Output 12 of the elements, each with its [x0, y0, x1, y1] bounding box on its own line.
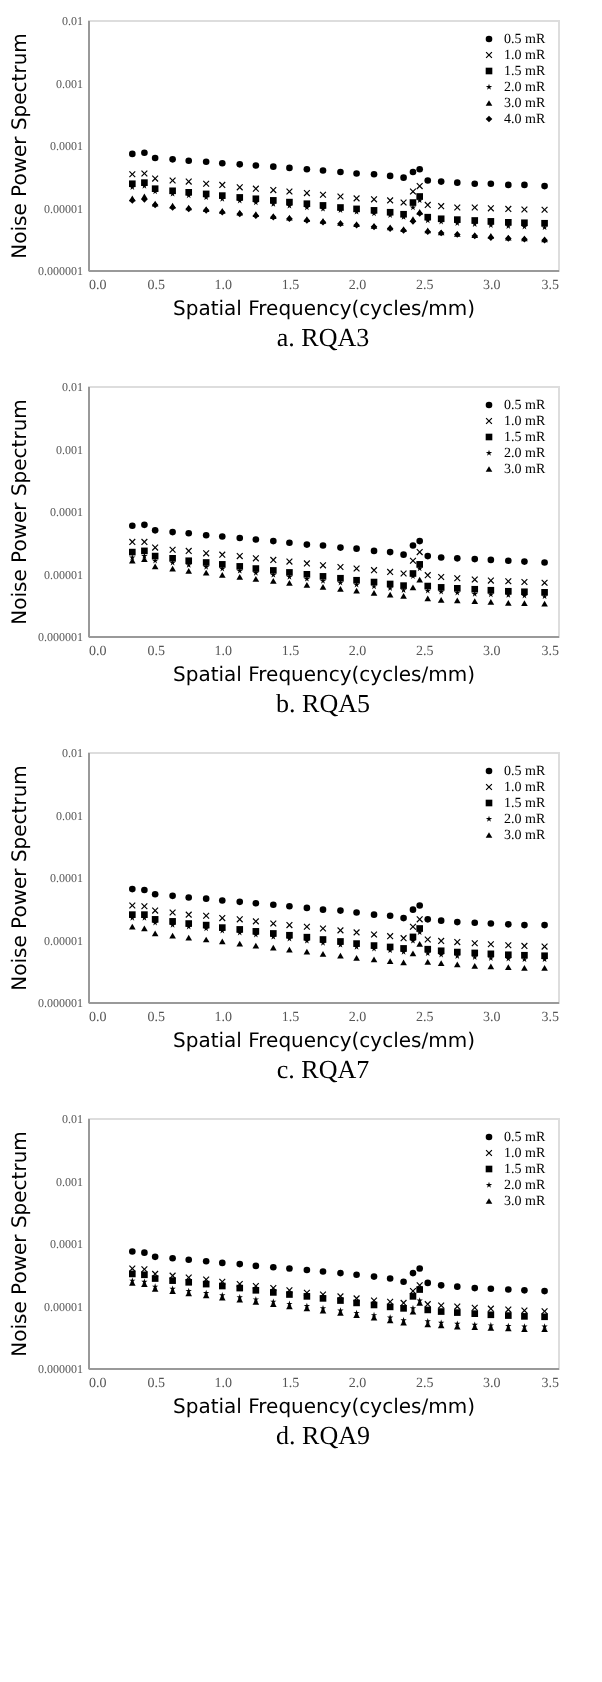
- x-axis-title: Spatial Frequency(cycles/mm): [173, 1031, 476, 1053]
- y-axis-title: Noise Power Spectrum: [10, 765, 32, 991]
- x-axis-title: Spatial Frequency(cycles/mm): [173, 665, 476, 687]
- x-axis-title: Spatial Frequency(cycles/mm): [173, 299, 476, 321]
- y-axis-title: Noise Power Spectrum: [10, 399, 32, 625]
- y-axis-title: Noise Power Spectrum: [10, 33, 32, 259]
- text: c. RQA7: [276, 1054, 371, 1084]
- text: b. RQA5: [276, 688, 370, 718]
- text: d. RQA9: [276, 1420, 370, 1450]
- text: a. RQA3: [276, 322, 370, 352]
- y-axis-title: Noise Power Spectrum: [10, 1131, 32, 1357]
- x-axis-title: Spatial Frequency(cycles/mm): [173, 1397, 476, 1419]
